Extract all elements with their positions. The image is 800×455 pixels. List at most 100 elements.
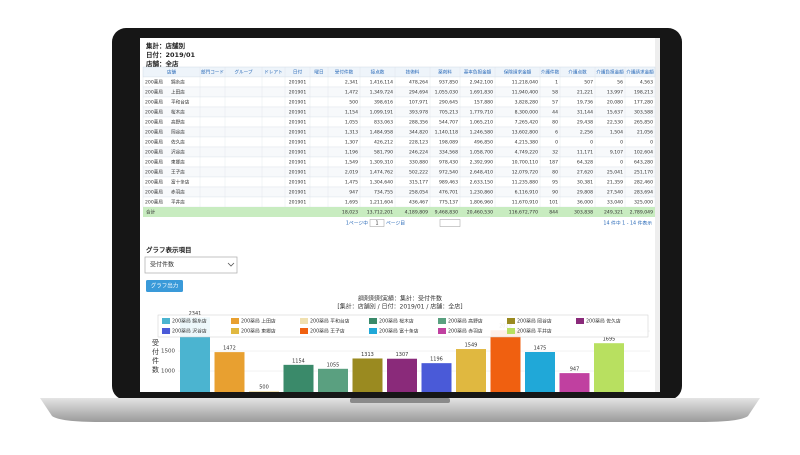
header-line: 日付：2019/01 [146, 50, 195, 59]
bar-label: 947 [570, 367, 580, 373]
column-header: 薬剤料 [438, 69, 452, 76]
bar-label: 1307 [396, 352, 409, 358]
cell-value: 20,080 [607, 100, 623, 106]
cell-store: 平和台店 [171, 99, 190, 106]
cell-value: 13,602,800 [512, 130, 538, 136]
cell-value: 11,670,910 [512, 200, 538, 206]
cell-value: 228,123 [409, 140, 428, 146]
cell-date: 201901 [289, 200, 307, 206]
cell-store: 富十条店 [171, 179, 190, 186]
cell-value: 1,230,860 [470, 190, 493, 196]
cell-value: 1,099,191 [370, 110, 393, 116]
cell-chain: 200薬局 [145, 139, 163, 146]
cell-value: 80 [552, 120, 558, 126]
select-arrow [227, 262, 235, 267]
cell-value: 95 [552, 180, 558, 186]
cell-value: 1,806,960 [470, 200, 493, 206]
cell-value: 56 [617, 80, 623, 86]
control-label: グラフ表示項目 [146, 245, 192, 254]
pager-input[interactable] [369, 219, 385, 227]
cell-value: 11,218,040 [512, 80, 538, 86]
cell-value: 1,055,030 [435, 90, 458, 96]
cell-value: 496,850 [474, 140, 493, 146]
bar [456, 349, 486, 392]
header-line: 集計：店舗別 [145, 41, 186, 50]
cell-value: 32 [552, 150, 558, 156]
bar [559, 373, 590, 392]
table-row [142, 136, 656, 148]
column-header: グループ [234, 69, 253, 76]
cell-value: 507 [584, 80, 593, 86]
notch [350, 398, 450, 403]
legend-swatch [300, 318, 308, 324]
cell-value: 0 [620, 160, 623, 166]
page-size-select[interactable] [439, 219, 461, 227]
cell-value: 2,392,990 [470, 160, 493, 166]
bar-label: 1549 [465, 343, 478, 349]
column-header: 介護負担金額 [596, 69, 624, 76]
cell-chain: 200薬局 [145, 99, 163, 106]
cell-value: 330,880 [409, 160, 428, 166]
cell-value: 436,467 [409, 200, 428, 206]
cell-value: 177,280 [634, 100, 653, 106]
cell-value: 833,063 [374, 120, 393, 126]
cell-value: 1,055 [345, 120, 358, 126]
select-value: 受付件数 [150, 261, 174, 269]
cell-value: 1,307 [345, 140, 358, 146]
column-header: 保険請求金額 [504, 69, 532, 76]
cell-value: 1,058,700 [470, 150, 493, 156]
cell-value: 57 [552, 100, 558, 106]
cell-value: 1,695 [345, 200, 358, 206]
bar [249, 391, 279, 392]
cell-value: 775,137 [439, 200, 458, 206]
cell-value: 2,648,410 [470, 170, 493, 176]
cell-value: 2,942,100 [470, 80, 493, 86]
cell-date: 201901 [289, 150, 307, 156]
cell-value: 80 [552, 170, 558, 176]
cell-value: 283,694 [634, 190, 653, 196]
cell-value: 25,041 [607, 170, 623, 176]
total-value: 4,189,809 [405, 210, 428, 216]
cell-store: 東郷店 [171, 159, 185, 166]
cell-value: 947 [349, 190, 358, 196]
cell-value: 426,212 [374, 140, 393, 146]
cell-value: 393,978 [409, 110, 428, 116]
cell-value: 21,221 [577, 90, 593, 96]
cell-date: 201901 [289, 140, 307, 146]
legend-label: 200薬局 岡谷店 [517, 318, 552, 325]
cell-value: 398,616 [374, 100, 393, 106]
cell-chain: 200薬局 [145, 189, 163, 196]
bar-label: 500 [259, 385, 269, 391]
cell-value: 30,381 [577, 180, 593, 186]
laptop-base [40, 398, 760, 422]
cell-store: 平井店 [171, 199, 185, 206]
legend-label: 200薬局 桜木店 [379, 318, 414, 325]
select-box[interactable] [144, 256, 238, 274]
cell-value: 315,177 [409, 180, 428, 186]
pager-suffix: ページ目 [386, 221, 405, 227]
cell-value: 11,940,400 [512, 90, 538, 96]
cell-value: 101 [549, 200, 558, 206]
column-header: 基本負担金額 [464, 69, 492, 76]
cell-value: 2,341 [345, 80, 358, 86]
cell-store: 赤羽店 [171, 189, 185, 196]
cell-date: 201901 [289, 170, 307, 176]
bar [490, 330, 521, 392]
cell-value: 102,604 [634, 150, 653, 156]
cell-value: 978,430 [439, 160, 458, 166]
bar-label: 1695 [603, 337, 616, 343]
legend-label: 200薬局 東郷店 [241, 328, 276, 335]
chart-button[interactable] [146, 280, 183, 292]
cell-value: 290,645 [439, 100, 458, 106]
legend-swatch [507, 328, 515, 334]
cell-value: 1,474,762 [370, 170, 393, 176]
cell-value: 1,484,958 [370, 130, 393, 136]
column-header: 曜日 [314, 70, 323, 76]
total-value: 20,460,530 [467, 210, 493, 216]
column-header: 接点数 [371, 69, 385, 76]
cell-date: 201901 [289, 120, 307, 126]
cell-value: 1,309,310 [370, 160, 393, 166]
cell-value: 1,140,118 [435, 130, 458, 136]
cell-value: 643,280 [634, 160, 653, 166]
